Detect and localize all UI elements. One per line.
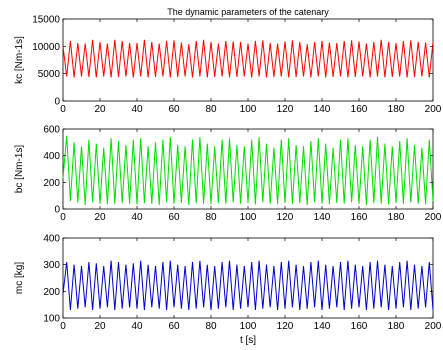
- x-tick-label: 160: [351, 212, 368, 223]
- y-axis-label-kc: kc [Nm-1s]: [14, 36, 25, 84]
- x-tick-label: 40: [131, 104, 143, 115]
- x-tick-label: 60: [168, 212, 180, 223]
- y-tick-label: 5000: [38, 69, 61, 80]
- x-ticks-mc: 0 20 40 60 80 100 120 140 160 180 200: [60, 238, 442, 332]
- x-tick-label: 0: [60, 212, 66, 223]
- x-tick-label: 200: [425, 104, 442, 115]
- y-ticks-mc: 100 200 300 400: [43, 234, 433, 325]
- x-tick-label: 160: [351, 321, 368, 332]
- subplot-bc: 0 20 40 60 80 100 120 140 160 180 200 0 200 400 600 b…: [14, 125, 442, 224]
- x-tick-label: 100: [240, 212, 257, 223]
- y-axis-label-mc: mc [kg]: [14, 262, 25, 294]
- y-axis-label-bc: bc [Nm-1s]: [14, 145, 25, 194]
- x-tick-label: 200: [425, 321, 442, 332]
- x-tick-label: 60: [168, 321, 180, 332]
- y-tick-label: 0: [54, 97, 60, 108]
- series-line-mc: [62, 260, 434, 311]
- x-tick-label: 120: [277, 104, 294, 115]
- x-tick-label: 160: [351, 104, 368, 115]
- y-tick-label: 0: [54, 205, 60, 216]
- y-tick-label: 15000: [32, 15, 60, 26]
- x-tick-label: 0: [60, 104, 66, 115]
- x-tick-label: 140: [314, 321, 331, 332]
- y-tick-label: 600: [43, 125, 60, 136]
- x-tick-label: 60: [168, 104, 180, 115]
- x-tick-label: 20: [94, 104, 106, 115]
- x-tick-label: 180: [388, 321, 405, 332]
- x-ticks-kc: 0 20 40 60 80 100 120 140 160 180 200: [60, 19, 442, 115]
- x-tick-label: 40: [131, 321, 143, 332]
- figure-title: The dynamic parameters of the catenary: [167, 7, 329, 17]
- x-tick-label: 180: [388, 212, 405, 223]
- x-tick-label: 20: [94, 212, 106, 223]
- series-line-kc: [62, 39, 434, 78]
- x-tick-label: 120: [277, 212, 294, 223]
- x-tick-label: 80: [205, 212, 217, 223]
- x-tick-label: 120: [277, 321, 294, 332]
- y-ticks-bc: 0 200 400 600: [43, 125, 433, 216]
- x-axis-label: t [s]: [240, 335, 256, 346]
- subplot-kc: 0 20 40 60 80 100 120 140 160 180 200 0 5000 10000 15…: [14, 15, 442, 116]
- x-tick-label: 200: [425, 212, 442, 223]
- x-tick-label: 140: [314, 212, 331, 223]
- y-tick-label: 100: [43, 314, 60, 325]
- x-tick-label: 140: [314, 104, 331, 115]
- x-ticks-bc: 0 20 40 60 80 100 120 140 160 180 200: [60, 129, 442, 223]
- y-tick-label: 10000: [32, 42, 60, 53]
- x-tick-label: 80: [205, 321, 217, 332]
- y-tick-label: 200: [43, 178, 60, 189]
- series-line-bc: [62, 135, 434, 206]
- x-tick-label: 180: [388, 104, 405, 115]
- x-tick-label: 20: [94, 321, 106, 332]
- y-tick-label: 400: [43, 151, 60, 162]
- x-tick-label: 100: [240, 104, 257, 115]
- y-tick-label: 200: [43, 287, 60, 298]
- x-tick-label: 0: [60, 321, 66, 332]
- x-tick-label: 100: [240, 321, 257, 332]
- y-ticks-kc: 0 5000 10000 15000: [32, 15, 433, 108]
- y-tick-label: 400: [43, 234, 60, 245]
- plot-area-kc: [62, 18, 434, 102]
- x-tick-label: 40: [131, 212, 143, 223]
- subplot-mc: 0 20 40 60 80 100 120 140 160 180 200 100 200 300 400…: [14, 234, 442, 333]
- x-tick-label: 80: [205, 104, 217, 115]
- y-tick-label: 300: [43, 260, 60, 271]
